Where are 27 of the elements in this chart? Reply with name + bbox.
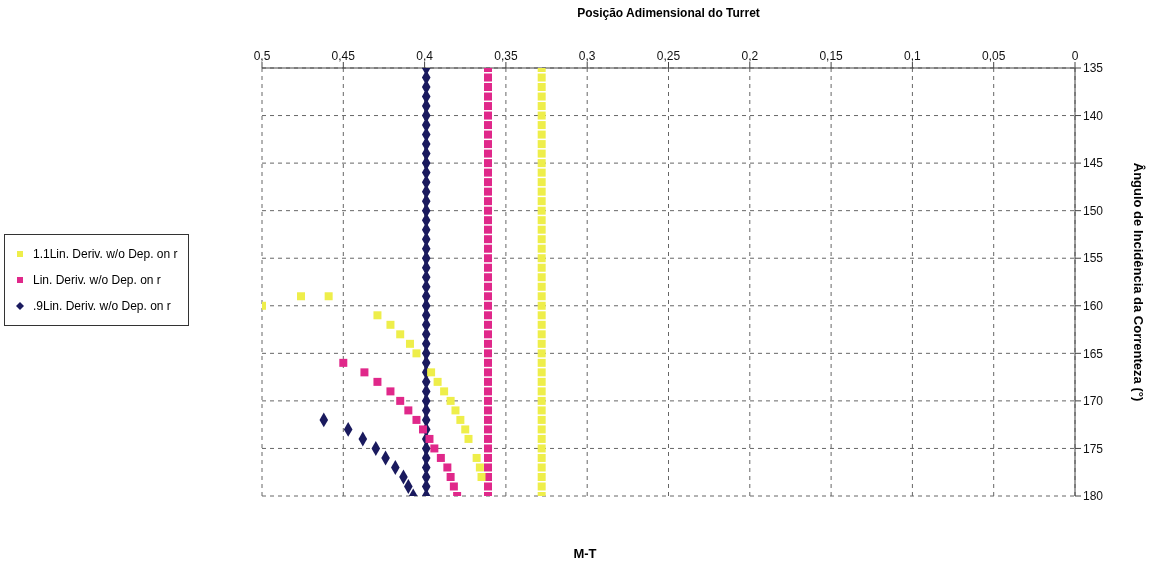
legend-label: 1.1Lin. Deriv. w/o Dep. on r: [32, 246, 178, 263]
x-tick-label: 0: [1071, 49, 1079, 63]
legend-label: Lin. Deriv. w/o Dep. on r: [32, 272, 162, 289]
y-tick-label: 170: [1083, 394, 1104, 409]
x-tick-label: 0,25: [656, 49, 681, 63]
legend-label: .9Lin. Deriv. w/o Dep. on r: [32, 298, 172, 315]
x-axis-title: Posição Adimensional do Turret: [576, 6, 761, 20]
text: M-T: [572, 546, 598, 561]
y-tick-label: 145: [1083, 156, 1104, 171]
y-tick-label: 160: [1083, 299, 1104, 314]
y-tick-label: 155: [1083, 251, 1104, 266]
x-tick-label: 0,05: [982, 49, 1006, 63]
y-tick-label: 135: [1083, 61, 1104, 76]
y-tick-label: 175: [1083, 441, 1104, 456]
x-tick-label: 0,35: [494, 49, 518, 63]
x-tick-label: 0,5: [253, 49, 271, 63]
x-tick-label: 0,15: [819, 49, 844, 63]
y-tick-label: 150: [1083, 203, 1104, 218]
x-tick-label: 0,45: [331, 49, 356, 63]
y-axis-title: Ângulo de Incidência da Correnteza (°): [1130, 162, 1146, 402]
y-tick-label: 165: [1083, 346, 1104, 361]
x-tick-label: 0,3: [578, 49, 596, 63]
x-tick-label: 0,4: [416, 49, 434, 63]
x-tick-label: 0,2: [741, 49, 759, 63]
y-tick-label: 140: [1083, 108, 1104, 123]
y-tick-label: 180: [1083, 489, 1104, 504]
x-tick-label: 0,1: [904, 49, 922, 63]
